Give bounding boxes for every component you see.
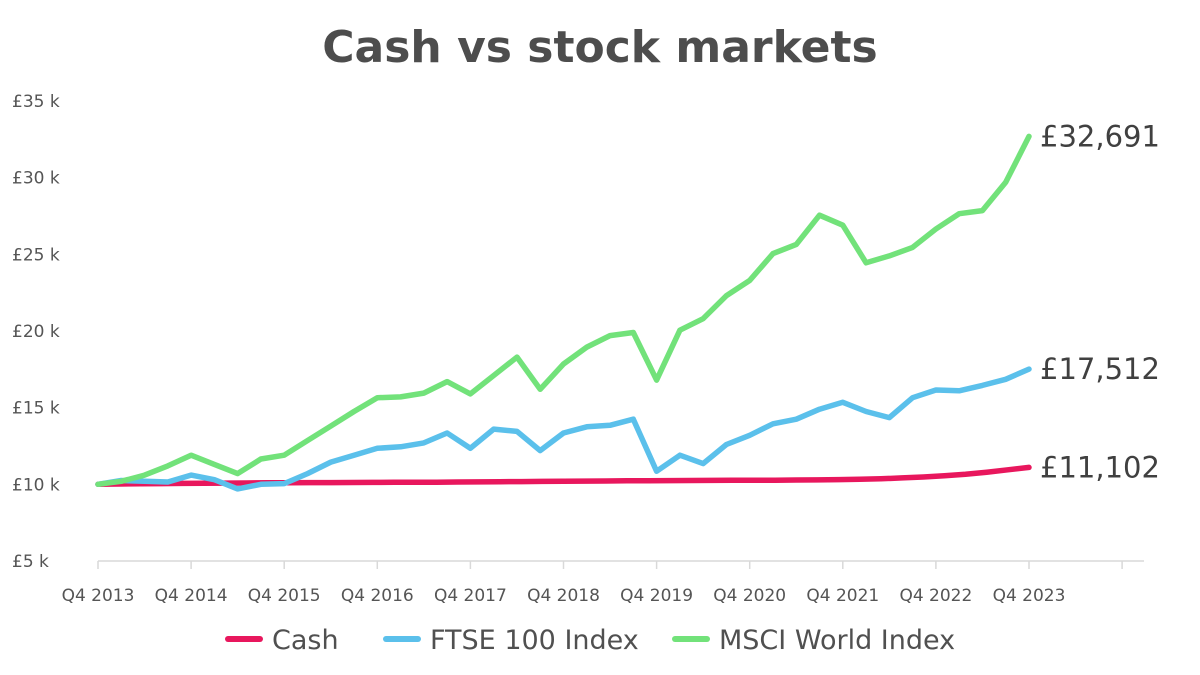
x-tick-label: Q4 2016: [341, 586, 414, 606]
x-tick-label: Q4 2017: [434, 586, 507, 606]
y-tick-label: £30 k: [12, 169, 60, 189]
series-line-msci: [95, 133, 1032, 488]
end-value-labels: £11,102 £17,512 £32,691: [1040, 119, 1160, 484]
x-tick-label: Q4 2022: [899, 586, 972, 606]
x-tick-label: Q4 2018: [527, 586, 600, 606]
x-tick-label: Q4 2019: [620, 586, 693, 606]
y-tick-label: £20 k: [12, 322, 60, 342]
y-tick-label: £5 k: [12, 552, 49, 572]
series-lines: [95, 133, 1032, 492]
chart-title: Cash vs stock markets: [322, 22, 878, 73]
y-tick-label: £35 k: [12, 92, 60, 112]
x-tick-label: Q4 2015: [248, 586, 321, 606]
x-tick-label: Q4 2023: [993, 586, 1066, 606]
x-axis: Q4 2013 Q4 2014 Q4 2015 Q4 2016 Q4 2017 Q4 20…: [62, 560, 1144, 606]
x-tick-label: Q4 2021: [806, 586, 879, 606]
end-label-msci: £32,691: [1040, 119, 1160, 153]
end-label-ftse: £17,512: [1040, 352, 1160, 386]
x-tick-label: Q4 2013: [62, 586, 135, 606]
series-line-cash: [95, 464, 1032, 488]
y-tick-label: £25 k: [12, 245, 60, 265]
legend-label-msci: MSCI World Index: [719, 625, 955, 656]
y-tick-label: £15 k: [12, 399, 60, 419]
x-tick-label: Q4 2020: [713, 586, 786, 606]
y-tick-label: £10 k: [12, 475, 60, 495]
series-line-ftse: [95, 366, 1032, 492]
end-label-cash: £11,102: [1040, 450, 1160, 484]
legend-label-ftse: FTSE 100 Index: [430, 625, 639, 656]
x-tick-label: Q4 2014: [155, 586, 228, 606]
y-axis-ticks: £5 k £10 k £15 k £20 k £25 k £30 k £35 k: [12, 92, 60, 572]
legend: Cash FTSE 100 Index MSCI World Index: [225, 625, 955, 656]
legend-label-cash: Cash: [272, 625, 339, 656]
